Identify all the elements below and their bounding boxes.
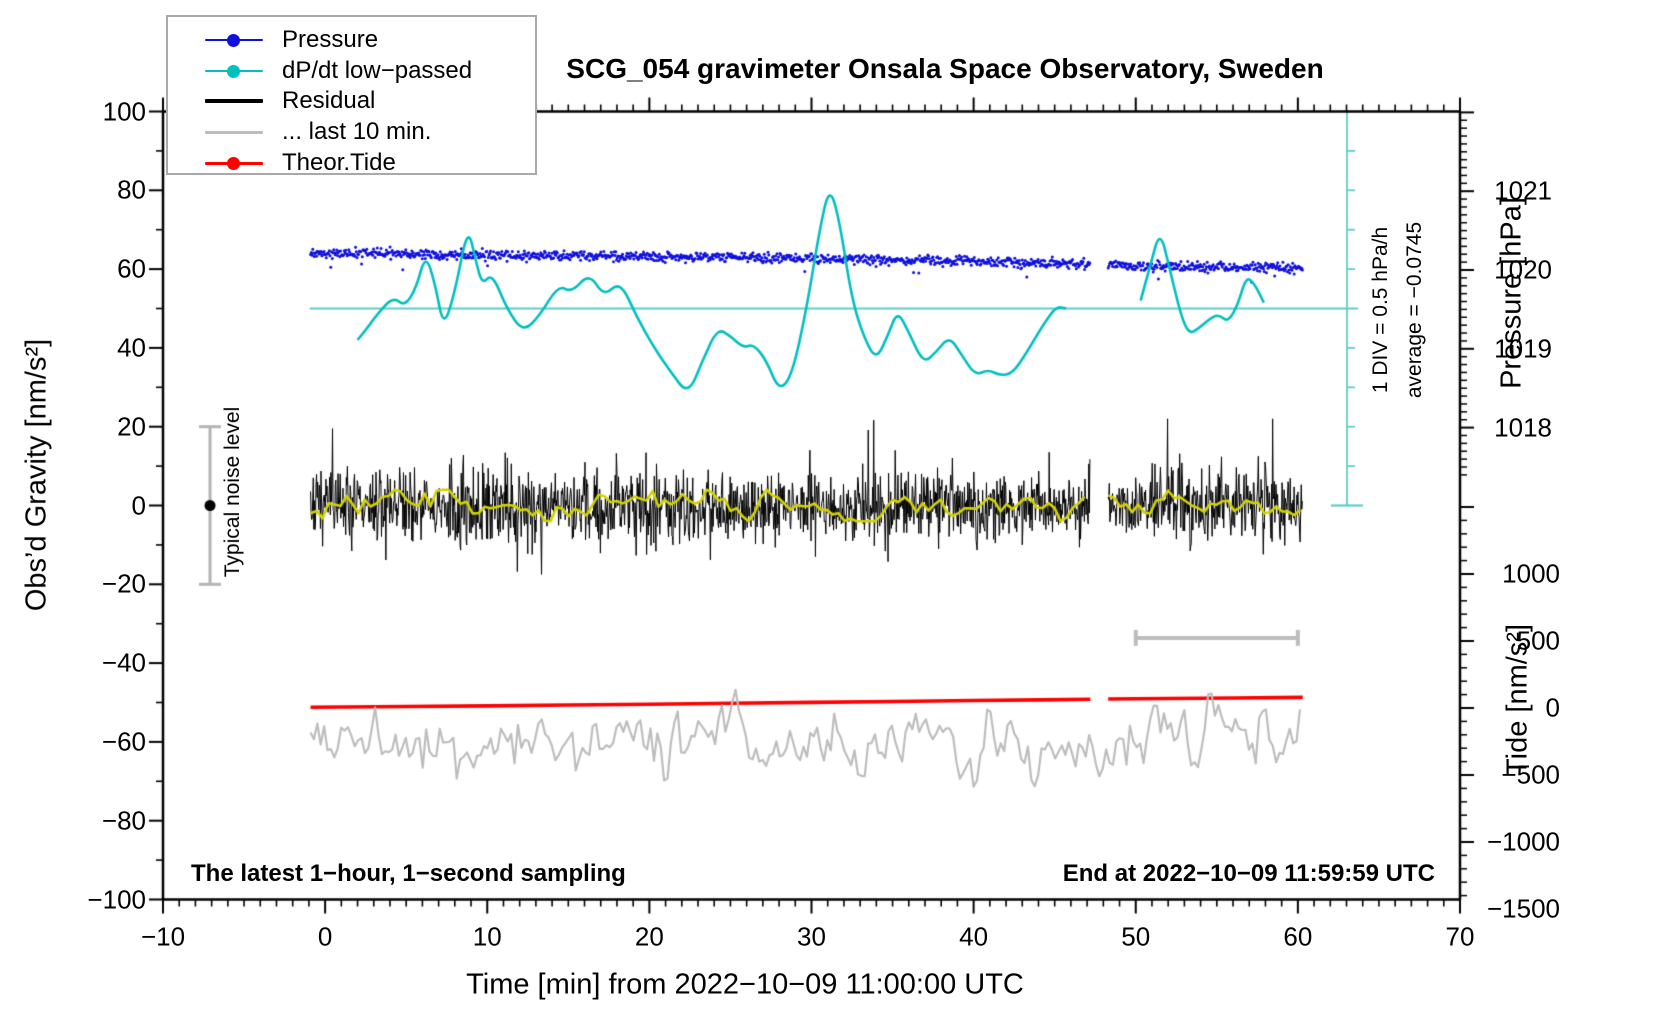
gravity-tick-label: 80 [117, 174, 146, 205]
pressure-tick-label: 1021 [1494, 175, 1552, 206]
x-tick-label: 70 [1445, 921, 1475, 952]
pressure-tick-label: 1020 [1494, 254, 1552, 285]
gravity-tick-label: 20 [117, 411, 146, 442]
legend-item-label: dP/dt low−passed [282, 57, 473, 84]
x-tick-label: 60 [1283, 921, 1313, 952]
x-tick-label: 0 [317, 921, 333, 952]
tide-tick-label: 500 [1516, 625, 1560, 656]
gravity-tick-label: 0 [131, 490, 146, 520]
gravity-tick-label: −60 [101, 726, 146, 757]
x-tick-label: −10 [140, 921, 186, 952]
legend-item-label: Pressure [282, 26, 379, 53]
legend-line-swatch [205, 99, 263, 103]
pressure-tick-label: 1019 [1494, 333, 1552, 364]
x-tick-label: 40 [959, 921, 989, 952]
legend-item-label: Residual [282, 87, 376, 114]
div-scale-label: 1 DIV = 0.5 hPa/h [1369, 226, 1392, 394]
legend: Pressure dP/dt low−passed Residual ... last… [166, 15, 537, 176]
tide-tick-label: −500 [1501, 759, 1560, 790]
x-tick-label: 10 [472, 921, 502, 952]
legend-marker-dot [227, 156, 240, 170]
legend-item-label: ... last 10 min. [282, 118, 432, 145]
legend-line-swatch [205, 130, 263, 134]
end-time-note: End at 2022−10−09 11:59:59 UTC [1062, 860, 1435, 887]
sampling-note: The latest 1−hour, 1−second sampling [191, 860, 626, 887]
legend-marker-dot [227, 64, 240, 78]
page-title: SCG_054 gravimeter Onsala Space Observat… [566, 53, 1324, 84]
tide-tick-label: −1500 [1486, 893, 1560, 924]
average-dpdt-label: average = −0.0745 [1403, 221, 1426, 399]
gravity-tick-label: 60 [117, 253, 146, 284]
gravity-tick-label: −100 [87, 884, 146, 914]
gravity-tick-label: −80 [101, 805, 146, 836]
x-tick-label: 20 [634, 921, 664, 952]
gravity-tick-label: 100 [102, 96, 146, 126]
x-tick-label: 50 [1121, 921, 1151, 952]
gravity-tick-label: −40 [101, 647, 146, 678]
gravity-tick-label: −20 [101, 568, 146, 599]
tide-tick-label: 1000 [1502, 558, 1560, 589]
pressure-tick-label: 1018 [1494, 412, 1552, 443]
x-axis-label: Time [min] from 2022−10−09 11:00:00 UTC [466, 968, 1024, 1001]
tide-tick-label: 0 [1545, 692, 1560, 723]
legend-item-label: Theor.Tide [282, 149, 396, 176]
tide-tick-label: −1000 [1486, 826, 1560, 857]
typical-noise-level-label: Typical noise level [221, 406, 244, 578]
gravity-tick-label: 40 [117, 332, 146, 363]
legend-marker-dot [227, 33, 240, 47]
gravity-axis-label: Obs’d Gravity [nm/s²] [20, 338, 53, 612]
x-tick-label: 30 [797, 921, 826, 952]
